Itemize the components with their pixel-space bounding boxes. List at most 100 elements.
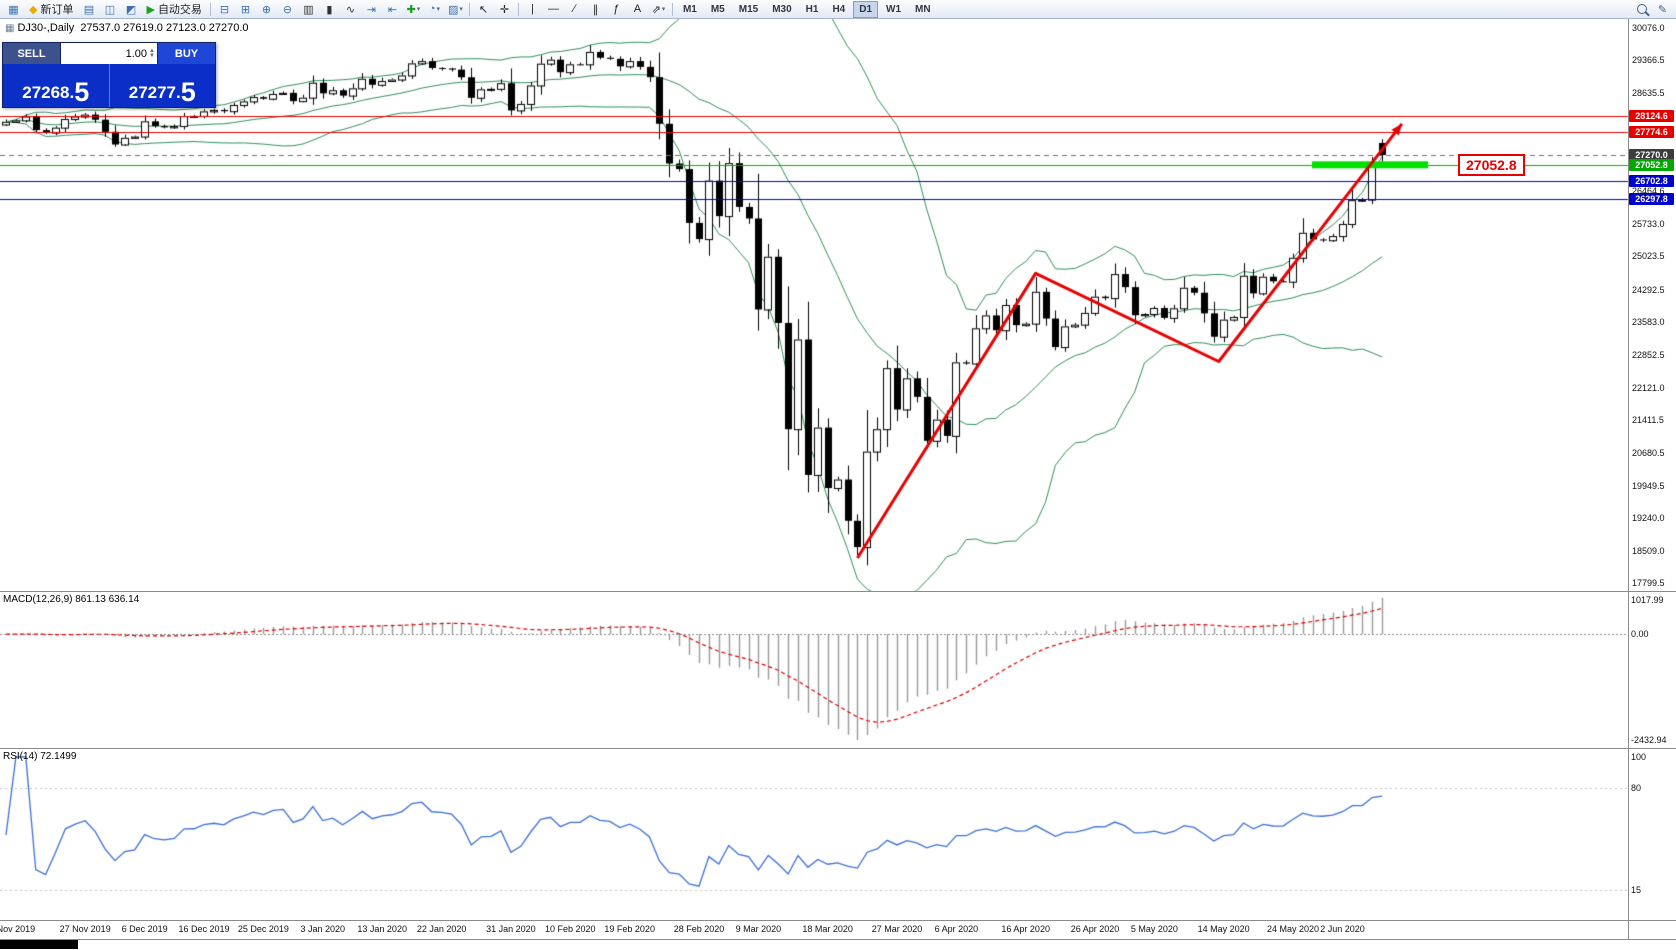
tile-vertical-icon[interactable]: ⊞	[235, 1, 256, 17]
autotrading-button-label: 自动交易	[157, 4, 202, 16]
indicators-icon-glyph: ✚	[406, 3, 416, 16]
volume-up-arrow-icon[interactable]: ▲	[149, 47, 155, 54]
tile-horizontal-icon[interactable]: ⊟	[214, 1, 235, 17]
strategy-tester-icon-glyph: ◩	[125, 3, 137, 16]
crosshair-icon-glyph: ✛	[499, 3, 510, 16]
sell-price-main: 27268.	[22, 83, 75, 102]
horizontal-line-icon-glyph: —	[547, 3, 559, 15]
toolbar-separator	[209, 2, 211, 16]
volume-down-arrow-icon[interactable]: ▼	[149, 52, 155, 59]
autotrading-icon: ▶	[146, 3, 155, 16]
timeframe-m5-button[interactable]: M5	[710, 3, 725, 15]
dropdown-arrow-icon: ▾	[416, 6, 421, 13]
fibonacci-icon-glyph: ƒ	[613, 3, 620, 15]
cursor-icon[interactable]: ↖	[473, 1, 494, 17]
horizontal-line-icon[interactable]: —	[543, 1, 564, 17]
periods-icon[interactable]: ◔ ▾	[424, 1, 445, 17]
panel-separator	[0, 939, 1676, 940]
data-window-icon[interactable]: ◫	[99, 1, 120, 17]
vertical-line-icon-glyph: |	[531, 3, 534, 15]
indicators-icon[interactable]: ✚ ▾	[403, 1, 424, 17]
price-axis-border	[1628, 19, 1629, 939]
sell-price[interactable]: 27268. 5	[3, 64, 110, 107]
chart-ohlc-values: 27537.0 27619.0 27123.0 27270.0	[80, 22, 249, 34]
new-chart-icon[interactable]: ▦	[3, 1, 24, 17]
trendline-icon[interactable]: ∕	[564, 1, 585, 17]
fibonacci-icon[interactable]: ƒ	[606, 1, 627, 17]
vertical-line-icon[interactable]: |	[522, 1, 543, 17]
arrows-tool-icon[interactable]: ⇗ ▾	[648, 1, 669, 17]
buy-button[interactable]: BUY	[157, 43, 215, 64]
equidistant-channel-icon[interactable]: ∥	[585, 1, 606, 17]
auto-scroll-icon[interactable]: ⇥	[361, 1, 382, 17]
timeframe-m15-button[interactable]: M15	[738, 3, 759, 15]
new-order-icon: ◆	[29, 3, 38, 16]
panel-separator	[0, 591, 1676, 592]
zoom-out-icon-glyph: ⊖	[282, 3, 293, 16]
sell-button[interactable]: SELL	[3, 43, 61, 64]
buy-price-main: 27277.	[128, 83, 181, 102]
candlestick-chart-icon[interactable]: ▮	[319, 1, 340, 17]
crosshair-icon[interactable]: ✛	[494, 1, 515, 17]
buy-price-big-digit: 5	[180, 77, 196, 107]
tile-horizontal-icon-glyph: ⊟	[219, 3, 230, 16]
chart-symbol-icon: ▦	[5, 23, 15, 34]
volume-spinner-arrows[interactable]: ▲ ▼	[149, 47, 155, 59]
chart-shift-icon-glyph: ⇤	[387, 3, 398, 16]
candlestick-chart-icon-glyph: ▮	[326, 3, 333, 16]
bar-chart-icon[interactable]: ▥	[298, 1, 319, 17]
market-watch-icon-glyph: ▤	[83, 3, 95, 16]
timeframe-w1-button[interactable]: W1	[886, 3, 902, 15]
trendline-icon-glyph: ∕	[573, 3, 576, 15]
line-chart-icon-glyph: ∿	[345, 3, 356, 16]
edit-icon[interactable]: ✎	[1657, 3, 1668, 16]
toolbar-separator	[468, 2, 470, 16]
sell-price-big-digit: 5	[74, 77, 90, 107]
zoom-out-icon[interactable]: ⊖	[277, 1, 298, 17]
trade-widget-prices: 27268. 5 27277. 5	[3, 64, 215, 107]
macd-indicator-label: MACD(12,26,9) 861.13 636.14	[3, 594, 140, 605]
timeframe-h1-button[interactable]: H1	[805, 3, 819, 15]
chart-symbol-period: DJ30-,Daily	[17, 22, 75, 34]
volume-value: 1.00	[125, 47, 148, 60]
text-label-icon-glyph: A	[633, 3, 642, 15]
new-order-button-label: 新订单	[40, 4, 74, 16]
dropdown-arrow-icon: ▾	[436, 6, 441, 13]
chart-shift-icon[interactable]: ⇤	[382, 1, 403, 17]
text-label-icon[interactable]: A	[627, 1, 648, 17]
dropdown-arrow-icon: ▾	[661, 6, 666, 13]
line-chart-icon[interactable]: ∿	[340, 1, 361, 17]
toolbar-separator	[671, 2, 673, 16]
panel-separator	[0, 748, 1676, 749]
panel-separator	[0, 920, 1676, 921]
bar-chart-icon-glyph: ▥	[303, 3, 314, 16]
dropdown-arrow-icon: ▾	[459, 6, 463, 13]
zoom-in-icon[interactable]: ⊕	[256, 1, 277, 17]
autotrading-button[interactable]: ▶ 自动交易	[141, 1, 206, 17]
templates-icon[interactable]: ▨ ▾	[445, 1, 466, 17]
market-watch-icon[interactable]: ▤	[78, 1, 99, 17]
one-click-trading-widget: SELL 1.00 ▲ ▼ BUY 27268. 5 27277. 5	[2, 42, 216, 108]
timeframe-h4-button[interactable]: H4	[832, 3, 846, 15]
data-window-icon-glyph: ◫	[104, 3, 116, 16]
trade-widget-controls: SELL 1.00 ▲ ▼ BUY	[3, 43, 215, 64]
search-icon[interactable]	[1631, 1, 1652, 17]
bottom-left-black-bar	[0, 940, 78, 949]
chart-ohlc-title: ▦ DJ30-,Daily 27537.0 27619.0 27123.0 2727…	[5, 22, 249, 34]
timeframe-mn-button[interactable]: MN	[915, 3, 931, 15]
volume-stepper[interactable]: 1.00 ▲ ▼	[61, 43, 157, 64]
auto-scroll-icon-glyph: ⇥	[366, 3, 377, 16]
equidistant-channel-icon-glyph: ∥	[592, 3, 599, 16]
periods-icon-glyph: ◔	[428, 3, 436, 15]
zoom-in-icon-glyph: ⊕	[261, 3, 272, 16]
main-toolbar: ▦ ◆ 新订单 ▤ ◫ ◩ ▶ 自动交易 ⊟ ⊞ ⊕ ⊖ ▥ ▮ ∿ ⇥ ⇤ ✚ ▾ ◔ ▾ ▨ ▾ ↖ ✛ | — ∕ ∥ ƒ A ⇗ ▾ M1…	[0, 0, 1676, 19]
timeframe-m1-button[interactable]: M1	[682, 3, 697, 15]
buy-price[interactable]: 27277. 5	[110, 64, 216, 107]
rsi-indicator-label: RSI(14) 72.1499	[3, 751, 77, 762]
strategy-tester-icon[interactable]: ◩	[120, 1, 141, 17]
timeframe-d1-button[interactable]: D1	[853, 0, 879, 18]
timeframe-m30-button[interactable]: M30	[772, 3, 792, 15]
new-order-button[interactable]: ◆ 新订单	[24, 1, 78, 17]
templates-icon-glyph: ▨	[447, 3, 459, 16]
